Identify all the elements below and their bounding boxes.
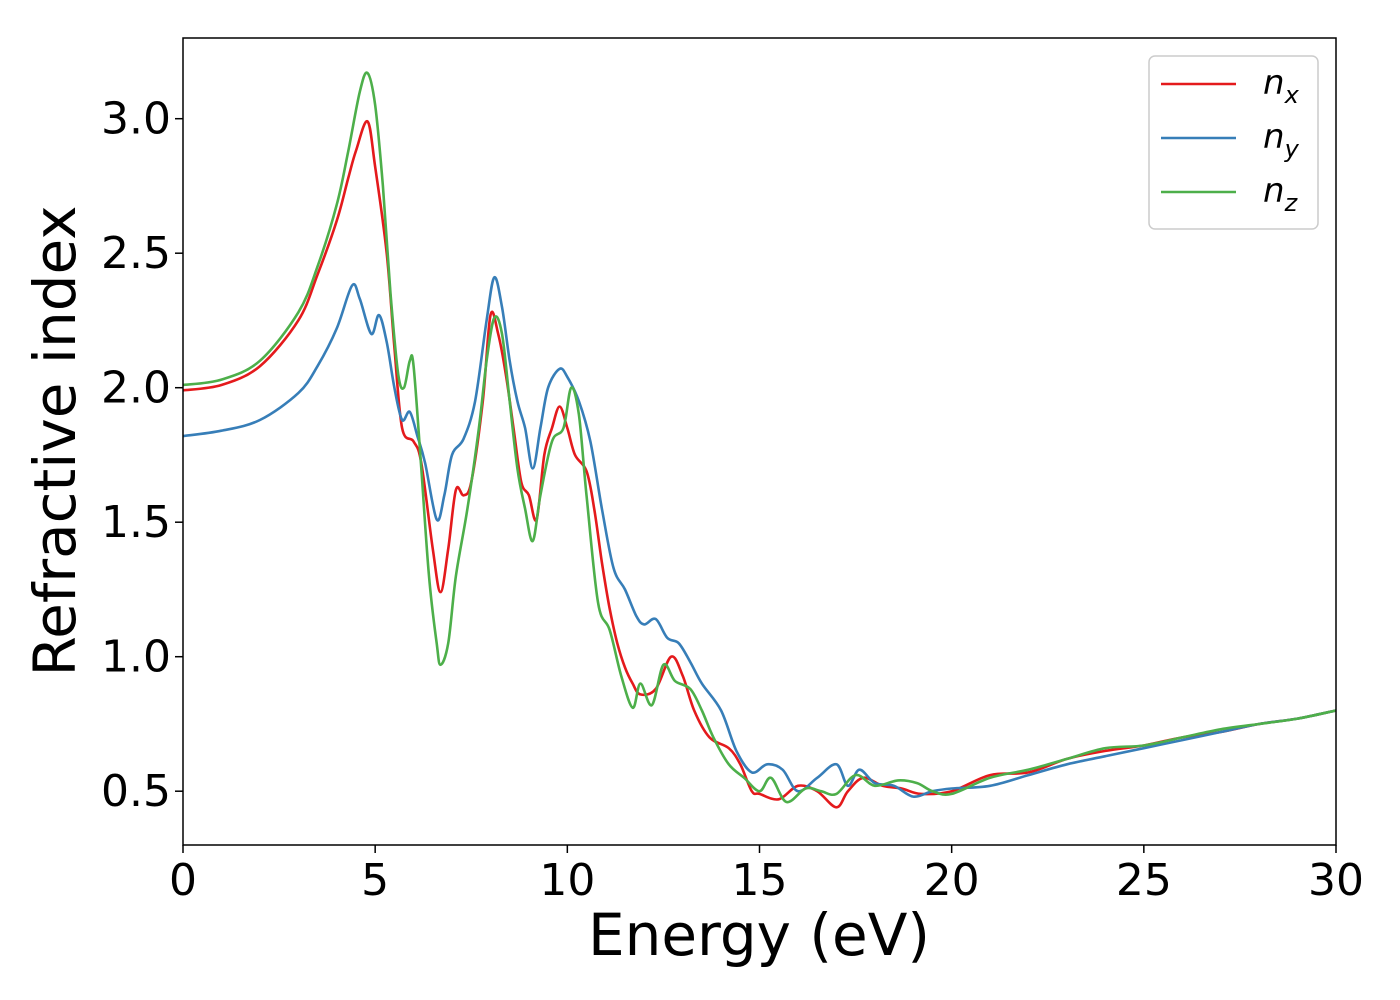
x-axis: 0 5 10 15 20 25 30 xyxy=(169,845,1364,906)
x-tick-label: 15 xyxy=(732,855,788,906)
x-tick-label: 0 xyxy=(169,855,197,906)
x-tick-label: 25 xyxy=(1116,855,1172,906)
legend: nx ny nz xyxy=(1148,55,1319,230)
x-tick-label: 20 xyxy=(924,855,980,906)
x-tick-label: 30 xyxy=(1308,855,1364,906)
y-axis-label: Refractive index xyxy=(21,205,89,676)
series-line-z xyxy=(183,71,1336,804)
y-tick-label: 0.5 xyxy=(101,766,171,817)
series-layer xyxy=(183,71,1336,809)
series-line-y xyxy=(183,276,1336,798)
series-line-x xyxy=(183,120,1336,809)
legend-label-y: ny xyxy=(1263,117,1300,163)
legend-box xyxy=(1148,55,1319,230)
x-tick-label: 10 xyxy=(539,855,595,906)
y-tick-label: 2.0 xyxy=(101,363,171,414)
x-tick-label: 5 xyxy=(361,855,389,906)
y-tick-label: 2.5 xyxy=(101,228,171,279)
legend-label-z: nz xyxy=(1263,171,1299,217)
y-tick-label: 1.5 xyxy=(101,497,171,548)
legend-label-x: nx xyxy=(1263,63,1300,109)
x-axis-label: Energy (eV) xyxy=(588,901,930,969)
y-tick-label: 3.0 xyxy=(101,94,171,145)
y-tick-label: 1.0 xyxy=(101,632,171,683)
y-axis: 0.5 1.0 1.5 2.0 2.5 3.0 xyxy=(101,94,183,817)
